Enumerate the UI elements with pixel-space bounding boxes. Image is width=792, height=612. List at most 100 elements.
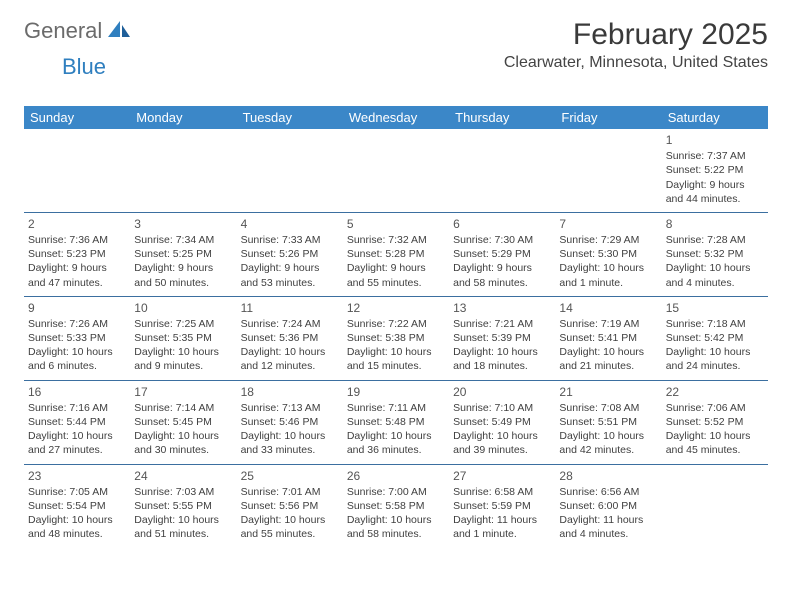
sunset-line: Sunset: 5:59 PM	[453, 499, 551, 513]
sunrise-line: Sunrise: 7:18 AM	[666, 317, 764, 331]
day-number: 4	[241, 216, 339, 232]
day-number: 25	[241, 468, 339, 484]
sunset-line: Sunset: 5:29 PM	[453, 247, 551, 261]
day-number: 8	[666, 216, 764, 232]
sunset-line: Sunset: 5:23 PM	[28, 247, 126, 261]
daylight-line: Daylight: 10 hours and 18 minutes.	[453, 345, 551, 373]
daylight-line: Daylight: 9 hours and 58 minutes.	[453, 261, 551, 289]
calendar-week-row: 23Sunrise: 7:05 AMSunset: 5:54 PM Dayligh…	[24, 464, 768, 547]
daylight-line: Daylight: 9 hours and 44 minutes.	[666, 178, 764, 206]
day-number: 12	[347, 300, 445, 316]
calendar-day-cell: 14Sunrise: 7:19 AMSunset: 5:41 PMDayligh…	[555, 296, 661, 380]
calendar-day-cell: 26Sunrise: 7:00 AMSunset: 5:58 PMDayligh…	[343, 464, 449, 547]
day-number: 2	[28, 216, 126, 232]
sunrise-line: Sunrise: 7:10 AM	[453, 401, 551, 415]
day-number: 18	[241, 384, 339, 400]
calendar-day-cell: 12Sunrise: 7:22 AMSunset: 5:38 PMDayligh…	[343, 296, 449, 380]
calendar-week-row: 16Sunrise: 7:16 AMSunset: 5:44 PMDayligh…	[24, 380, 768, 464]
day-header: Tuesday	[237, 106, 343, 129]
day-number: 17	[134, 384, 232, 400]
calendar-body: 1Sunrise: 7:37 AMSunset: 5:22 PMDaylight…	[24, 129, 768, 547]
sunrise-line: Sunrise: 7:21 AM	[453, 317, 551, 331]
sunset-line: Sunset: 5:58 PM	[347, 499, 445, 513]
day-number: 5	[347, 216, 445, 232]
calendar-day-cell: 16Sunrise: 7:16 AMSunset: 5:44 PMDayligh…	[24, 380, 130, 464]
calendar-day-cell: 19Sunrise: 7:11 AMSunset: 5:48 PMDayligh…	[343, 380, 449, 464]
calendar-day-cell: 28Sunrise: 6:56 AMSunset: 6:00 PMDayligh…	[555, 464, 661, 547]
day-number: 7	[559, 216, 657, 232]
sunset-line: Sunset: 5:41 PM	[559, 331, 657, 345]
sunset-line: Sunset: 5:52 PM	[666, 415, 764, 429]
day-number: 13	[453, 300, 551, 316]
sunrise-line: Sunrise: 7:11 AM	[347, 401, 445, 415]
sunrise-line: Sunrise: 7:26 AM	[28, 317, 126, 331]
sunset-line: Sunset: 5:30 PM	[559, 247, 657, 261]
sunrise-line: Sunrise: 6:56 AM	[559, 485, 657, 499]
daylight-line: Daylight: 10 hours and 21 minutes.	[559, 345, 657, 373]
daylight-line: Daylight: 10 hours and 45 minutes.	[666, 429, 764, 457]
sunrise-line: Sunrise: 7:33 AM	[241, 233, 339, 247]
calendar-empty-cell	[662, 464, 768, 547]
sunrise-line: Sunrise: 7:14 AM	[134, 401, 232, 415]
daylight-line: Daylight: 10 hours and 15 minutes.	[347, 345, 445, 373]
calendar-week-row: 2Sunrise: 7:36 AMSunset: 5:23 PM Daylight…	[24, 212, 768, 296]
daylight-line: Daylight: 10 hours and 39 minutes.	[453, 429, 551, 457]
sunset-line: Sunset: 5:35 PM	[134, 331, 232, 345]
calendar-table: SundayMondayTuesdayWednesdayThursdayFrid…	[24, 106, 768, 547]
day-number: 11	[241, 300, 339, 316]
daylight-line: Daylight: 10 hours and 36 minutes.	[347, 429, 445, 457]
calendar-day-cell: 6Sunrise: 7:30 AMSunset: 5:29 PMDaylight…	[449, 212, 555, 296]
calendar-day-cell: 15Sunrise: 7:18 AMSunset: 5:42 PMDayligh…	[662, 296, 768, 380]
sunrise-line: Sunrise: 7:28 AM	[666, 233, 764, 247]
day-header: Saturday	[662, 106, 768, 129]
daylight-line: Daylight: 10 hours and 42 minutes.	[559, 429, 657, 457]
day-header: Wednesday	[343, 106, 449, 129]
daylight-line: Daylight: 10 hours and 33 minutes.	[241, 429, 339, 457]
sunset-line: Sunset: 5:33 PM	[28, 331, 126, 345]
day-number: 10	[134, 300, 232, 316]
sunrise-line: Sunrise: 7:16 AM	[28, 401, 126, 415]
daylight-line: Daylight: 10 hours and 51 minutes.	[134, 513, 232, 541]
sunrise-line: Sunrise: 7:03 AM	[134, 485, 232, 499]
daylight-line: Daylight: 10 hours and 9 minutes.	[134, 345, 232, 373]
sunrise-line: Sunrise: 7:29 AM	[559, 233, 657, 247]
day-number: 21	[559, 384, 657, 400]
sunrise-line: Sunrise: 7:05 AM	[28, 485, 126, 499]
month-title: February 2025	[504, 18, 768, 52]
day-header: Monday	[130, 106, 236, 129]
sunrise-line: Sunrise: 7:37 AM	[666, 149, 764, 163]
day-number: 23	[28, 468, 126, 484]
daylight-line: Daylight: 9 hours and 50 minutes.	[134, 261, 232, 289]
daylight-line: Daylight: 10 hours and 6 minutes.	[28, 345, 126, 373]
calendar-day-cell: 27Sunrise: 6:58 AMSunset: 5:59 PMDayligh…	[449, 464, 555, 547]
day-number: 1	[666, 132, 764, 148]
sunset-line: Sunset: 5:49 PM	[453, 415, 551, 429]
sunrise-line: Sunrise: 7:36 AM	[28, 233, 126, 247]
sunrise-line: Sunrise: 6:58 AM	[453, 485, 551, 499]
calendar-day-cell: 2Sunrise: 7:36 AMSunset: 5:23 PMDaylight…	[24, 212, 130, 296]
day-number: 22	[666, 384, 764, 400]
sunset-line: Sunset: 5:42 PM	[666, 331, 764, 345]
calendar-week-row: 9Sunrise: 7:26 AMSunset: 5:33 PMDaylight…	[24, 296, 768, 380]
day-number: 27	[453, 468, 551, 484]
calendar-empty-cell	[24, 129, 130, 212]
sunrise-line: Sunrise: 7:24 AM	[241, 317, 339, 331]
sunset-line: Sunset: 5:26 PM	[241, 247, 339, 261]
sunset-line: Sunset: 5:56 PM	[241, 499, 339, 513]
sunset-line: Sunset: 5:55 PM	[134, 499, 232, 513]
sunrise-line: Sunrise: 7:08 AM	[559, 401, 657, 415]
calendar-day-cell: 18Sunrise: 7:13 AMSunset: 5:46 PMDayligh…	[237, 380, 343, 464]
sunrise-line: Sunrise: 7:01 AM	[241, 485, 339, 499]
sunset-line: Sunset: 5:54 PM	[28, 499, 126, 513]
daylight-line: Daylight: 10 hours and 30 minutes.	[134, 429, 232, 457]
day-number: 20	[453, 384, 551, 400]
sunrise-line: Sunrise: 7:34 AM	[134, 233, 232, 247]
calendar-day-cell: 22Sunrise: 7:06 AMSunset: 5:52 PMDayligh…	[662, 380, 768, 464]
sail-icon	[106, 19, 132, 44]
sunrise-line: Sunrise: 7:19 AM	[559, 317, 657, 331]
day-header: Thursday	[449, 106, 555, 129]
sunset-line: Sunset: 5:22 PM	[666, 163, 764, 177]
calendar-day-cell: 21Sunrise: 7:08 AMSunset: 5:51 PMDayligh…	[555, 380, 661, 464]
day-number: 26	[347, 468, 445, 484]
calendar-day-cell: 11Sunrise: 7:24 AMSunset: 5:36 PMDayligh…	[237, 296, 343, 380]
